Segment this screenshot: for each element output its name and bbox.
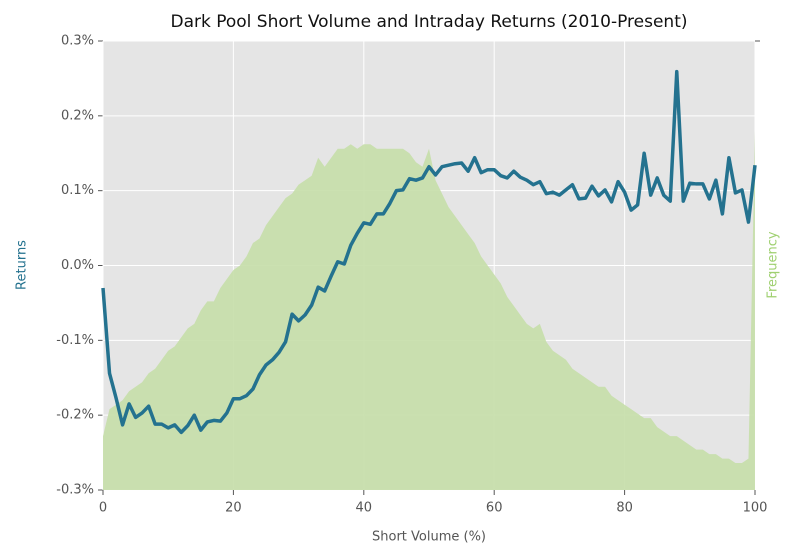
returns-line [101, 69, 757, 435]
x-tick-label: 80 [616, 501, 633, 516]
x-tick-label: 40 [356, 501, 373, 516]
y-tick-label: 0.3% [61, 34, 94, 49]
x-tick-label: 0 [99, 501, 107, 516]
y-tick-label: 0.0% [61, 258, 94, 273]
y2-axis-label: Frequency [766, 231, 781, 298]
chart-title: Dark Pool Short Volume and Intraday Retu… [170, 12, 687, 32]
frequency-area [103, 130, 755, 491]
x-tick-label: 100 [743, 501, 768, 516]
y-axis-label: Returns [15, 240, 30, 290]
y-tick-label: -0.2% [56, 408, 94, 423]
y-tick-label: 0.2% [61, 108, 94, 123]
y-tick-label: -0.3% [56, 483, 94, 498]
x-axis-label: Short Volume (%) [372, 530, 486, 545]
x-tick-label: 20 [225, 501, 242, 516]
y-tick-label: -0.1% [56, 333, 94, 348]
y-tick-label: 0.1% [61, 183, 94, 198]
x-tick-label: 60 [486, 501, 503, 516]
